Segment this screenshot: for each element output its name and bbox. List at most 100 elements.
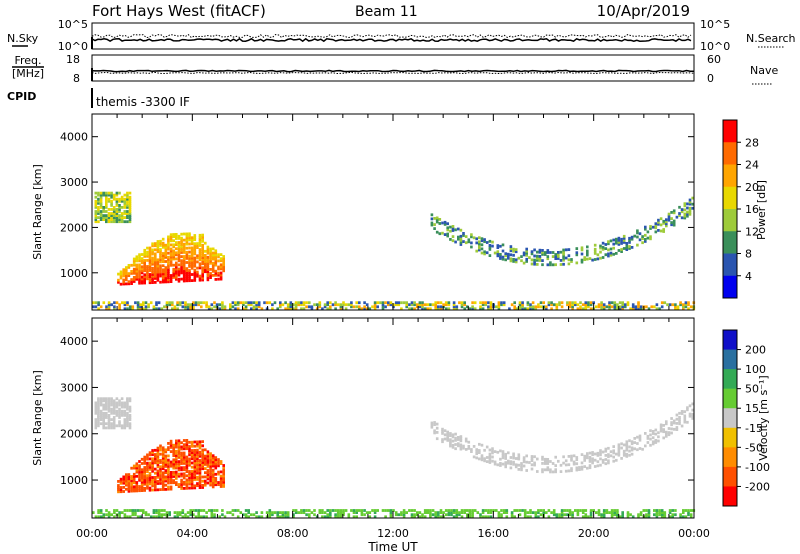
scatter-cell	[131, 307, 135, 311]
scatter-cell	[209, 257, 212, 261]
scatter-cell	[223, 515, 227, 519]
scatter-cell	[358, 301, 361, 305]
scatter-cell	[148, 482, 152, 486]
scatter-cell	[610, 511, 614, 514]
scatter-cell	[329, 513, 332, 517]
scatter-cell	[196, 440, 199, 444]
scatter-cell	[178, 301, 182, 305]
scatter-cell	[308, 509, 311, 512]
scatter-cell	[172, 479, 175, 482]
scatter-cell	[675, 215, 679, 219]
scatter-cell	[222, 466, 225, 469]
nsky-tick-bottom: 10^0	[58, 40, 88, 53]
scatter-cell	[549, 251, 552, 254]
scatter-cell	[471, 513, 474, 517]
scatter-cell	[172, 274, 175, 277]
scatter-cell	[599, 463, 602, 467]
scatter-cell	[177, 472, 181, 476]
scatter-cell	[201, 479, 204, 483]
scatter-cell	[691, 196, 694, 200]
scatter-cell	[430, 425, 434, 429]
scatter-cell	[665, 220, 668, 224]
scatter-cell	[181, 509, 185, 512]
scatter-cell	[182, 242, 186, 246]
scatter-cell	[329, 511, 332, 514]
scatter-cell	[94, 191, 98, 195]
scatter-cell	[206, 452, 210, 456]
scatter-cell	[481, 307, 485, 311]
scatter-cell	[132, 269, 136, 273]
scatter-cell	[140, 279, 144, 283]
scatter-cell	[110, 214, 113, 217]
scatter-cell	[545, 511, 548, 514]
scatter-cell	[138, 466, 141, 470]
scatter-cell	[125, 479, 128, 483]
scatter-cell	[668, 509, 672, 512]
scatter-cell	[593, 465, 597, 468]
scatter-cell	[127, 282, 131, 286]
scatter-cell	[688, 208, 692, 212]
scatter-cell	[458, 513, 461, 517]
scatter-cell	[169, 473, 173, 476]
scatter-cell	[94, 204, 98, 207]
scatter-cell	[112, 416, 116, 419]
scatter-cell	[172, 454, 175, 457]
scatter-cell	[156, 264, 160, 268]
scatter-cell	[670, 221, 673, 224]
scatter-cell	[193, 451, 197, 454]
scatter-cell	[118, 214, 121, 217]
scatter-cell	[625, 244, 629, 247]
scatter-cell	[159, 446, 162, 450]
scatter-cell	[512, 253, 515, 257]
scatter-cell	[604, 447, 608, 451]
scatter-cell	[567, 455, 571, 458]
scatter-cell	[631, 515, 635, 519]
scatter-cell	[152, 305, 156, 309]
scatter-cell	[308, 513, 311, 517]
scatter-cell	[236, 303, 240, 307]
scatter-cell	[292, 515, 295, 519]
scatter-cell	[110, 422, 113, 426]
scatter-cell	[688, 206, 692, 210]
scatter-cell	[536, 250, 539, 254]
scatter-cell	[609, 239, 613, 243]
scatter-cell	[204, 266, 207, 270]
scatter-cell	[175, 257, 178, 261]
scatter-cell	[94, 409, 98, 413]
scatter-cell	[206, 477, 210, 481]
scatter-cell	[156, 240, 160, 243]
scatter-cell	[210, 509, 214, 512]
scatter-cell	[512, 462, 515, 466]
nsky-label: N.Sky	[7, 32, 39, 45]
scatter-cell	[667, 214, 671, 218]
scatter-cell	[496, 246, 500, 249]
scatter-cell	[612, 459, 615, 463]
scatter-cell	[172, 276, 175, 279]
scatter-cell	[336, 509, 340, 512]
scatter-cell	[128, 424, 132, 428]
scatter-cell	[185, 234, 189, 238]
scatter-cell	[599, 246, 602, 250]
scatter-cell	[105, 204, 108, 207]
scatter-cell	[193, 467, 197, 471]
scatter-cell	[300, 303, 303, 307]
scatter-cell	[599, 244, 602, 248]
scatter-cell	[172, 448, 175, 451]
scatter-cell	[487, 511, 490, 514]
scatter-cell	[617, 445, 621, 449]
scatter-cell	[559, 470, 563, 473]
scatter-cell	[107, 416, 111, 419]
scatter-cell	[600, 307, 603, 311]
scatter-cell	[525, 253, 528, 257]
scatter-cell	[151, 250, 154, 254]
scatter-cell	[509, 456, 513, 459]
scatter-cell	[305, 509, 308, 512]
scatter-cell	[138, 255, 141, 259]
scatter-cell	[546, 468, 550, 472]
scatter-cell	[167, 247, 170, 251]
scatter-cell	[99, 206, 103, 209]
scatter-cell	[642, 509, 646, 512]
scatter-cell	[624, 303, 627, 307]
scatter-cell	[188, 472, 191, 475]
scatter-cell	[151, 260, 154, 264]
